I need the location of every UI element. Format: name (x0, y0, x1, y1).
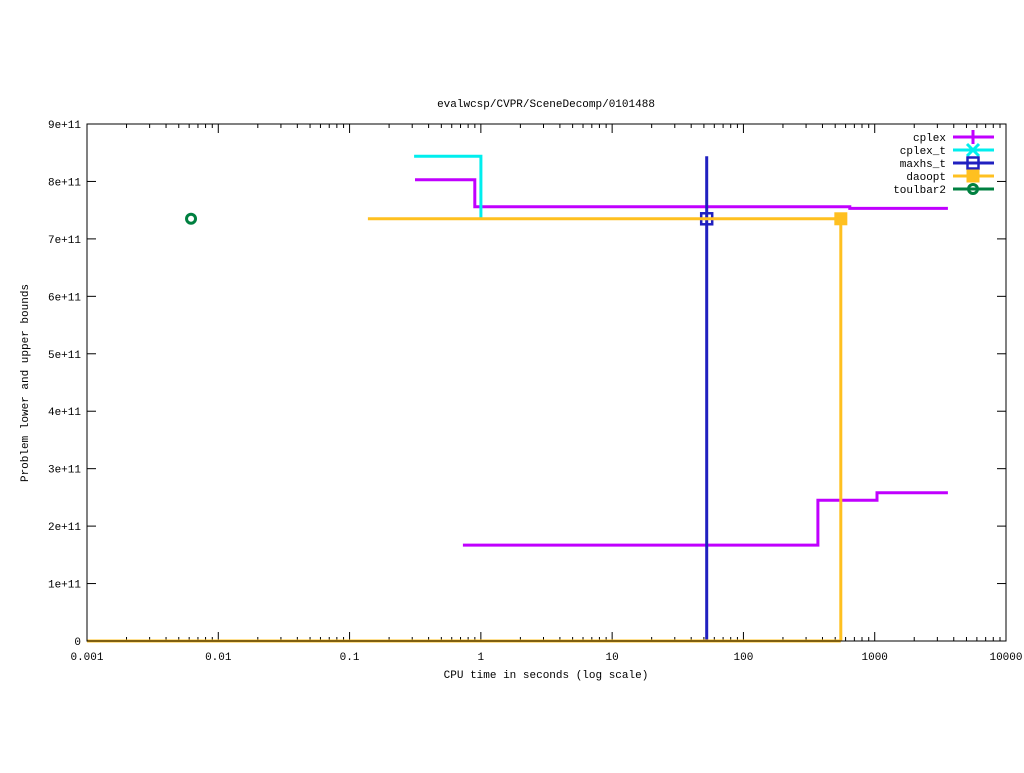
legend-entry: cplex (913, 130, 994, 145)
legend-entry: cplex_t (900, 142, 994, 158)
chart-title: evalwcsp/CVPR/SceneDecomp/0101488 (437, 99, 655, 111)
legend-label: maxhs_t (900, 159, 946, 171)
y-axis-label: Problem lower and upper bounds (20, 284, 32, 482)
y-tick-label: 6e+11 (48, 292, 81, 304)
y-tick-label: 4e+11 (48, 407, 81, 419)
x-axis-label: CPU time in seconds (log scale) (444, 670, 649, 682)
daoopt-line (367, 217, 843, 641)
axis-ticks: 0.001 0.01 0.1 1 10 100 1000 10000 0 1e+11 2e+11 3e… (48, 120, 1023, 664)
series-cplex (415, 178, 948, 547)
series-cplex-t (414, 154, 483, 218)
series-toulbar2 (185, 212, 198, 225)
y-tick-label: 0 (74, 637, 81, 649)
series-maxhs-t (699, 156, 714, 641)
legend-entry: maxhs_t (900, 156, 994, 171)
x-tick-label: 10 (606, 652, 619, 664)
legend-label: cplex (913, 133, 946, 145)
x-tick-label: 1 (478, 652, 485, 664)
y-tick-label: 3e+11 (48, 465, 81, 477)
legend-marker (966, 156, 980, 170)
legend-entry: daoopt (906, 169, 994, 184)
y-tick-label: 9e+11 (48, 120, 81, 132)
toulbar2-marker (185, 212, 198, 225)
x-tick-label: 100 (734, 652, 754, 664)
legend-entry: toulbar2 (893, 183, 994, 197)
y-tick-label: 7e+11 (48, 235, 81, 247)
daoopt-marker (834, 212, 848, 226)
x-tick-label: 0.01 (205, 652, 232, 664)
legend-label: daoopt (906, 172, 946, 184)
plot-border (86, 123, 1007, 642)
legend-marker (966, 169, 980, 183)
x-tick-label: 0.001 (70, 652, 103, 664)
cplex-line (462, 491, 948, 547)
y-tick-label: 8e+11 (48, 177, 81, 189)
series-daoopt (87, 212, 848, 643)
y-tick-label: 5e+11 (48, 350, 81, 362)
legend-label: cplex_t (900, 146, 946, 158)
plot-area (87, 154, 948, 643)
legend-marker (966, 130, 980, 144)
x-tick-label: 10000 (989, 652, 1022, 664)
y-tick-label: 1e+11 (48, 580, 81, 592)
x-tick-label: 1000 (862, 652, 888, 664)
y-tick-label: 2e+11 (48, 522, 81, 534)
cplex-line (415, 178, 948, 210)
x-tick-label: 0.1 (340, 652, 360, 664)
legend-marker (967, 183, 979, 195)
legend-marker (965, 142, 981, 158)
legend-label: toulbar2 (893, 185, 946, 197)
cplex_t-line (414, 154, 483, 218)
